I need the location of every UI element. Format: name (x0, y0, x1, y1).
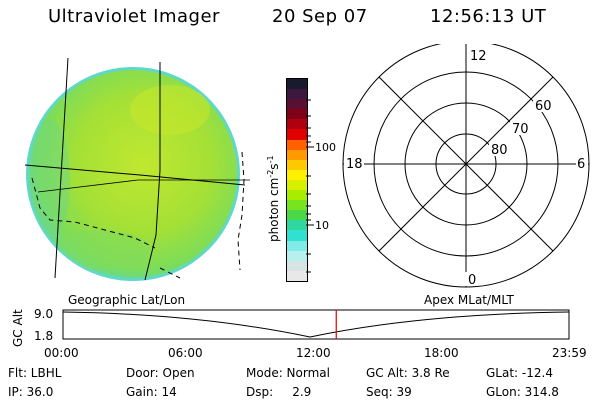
timeline-right-title: Apex MLat/MLT (424, 293, 514, 307)
timeline-xtick-0600: 06:00 (168, 346, 203, 360)
unit-label-exp1: -2 (266, 170, 275, 178)
uv-image-panel (24, 57, 250, 281)
info-mode: Mode: Normal (246, 366, 330, 380)
coastline (31, 151, 245, 279)
info-dsp: Dsp: 2.9 (246, 385, 312, 399)
polar-label-80: 80 (491, 143, 508, 158)
disk-texture (30, 85, 210, 270)
polar-diag-2 (378, 76, 554, 252)
timeline-xtick-2359: 23:59 (552, 346, 587, 360)
colorbar-swatch (287, 230, 307, 241)
colorbar-swatch (287, 240, 307, 251)
colorbar-tick-10: 10 (315, 219, 329, 232)
altitude-curve (62, 311, 570, 338)
instrument-title: Ultraviolet Imager (48, 6, 220, 27)
colorbar-tick-100: 100 (315, 141, 336, 154)
info-seq: Seq: 39 (366, 385, 412, 399)
timeline-ytick-1-8: 1.8 (34, 329, 53, 343)
colorbar-swatch (287, 89, 307, 100)
colorbar-swatch (287, 220, 307, 231)
polar-label-60: 60 (535, 99, 552, 114)
polar-label-12: 12 (470, 49, 487, 64)
info-glat: GLat: -12.4 (486, 366, 553, 380)
time-label: 12:56:13 UT (430, 6, 547, 27)
colorbar-swatch (287, 200, 307, 211)
polar-label-6: 6 (577, 157, 585, 172)
colorbar-ticks: 100 10 (306, 99, 336, 273)
unit-label-exp2: -1 (266, 155, 275, 163)
colorbar-swatch (287, 129, 307, 140)
info-gain: Gain: 14 (126, 385, 177, 399)
colorbar-swatch (287, 159, 307, 170)
lat-lon-grid (24, 57, 250, 281)
colorbar (286, 78, 308, 282)
colorbar-swatch (287, 149, 307, 160)
info-filter: Flt: LBHL (8, 366, 62, 380)
colorbar-swatch (287, 79, 307, 90)
colorbar-swatch (287, 139, 307, 150)
timeline-xtick-0000: 00:00 (44, 346, 79, 360)
timeline-xtick-1200: 12:00 (296, 346, 331, 360)
timeline-xtick-1800: 18:00 (424, 346, 459, 360)
colorbar-swatch (287, 119, 307, 130)
colorbar-swatch (287, 250, 307, 261)
colorbar-swatch (287, 99, 307, 110)
colorbar-unit-label: photon cm-2s-1 (266, 155, 281, 242)
timeline-frame (62, 309, 570, 340)
svg-text:photon cm-2s-1: photon cm-2s-1 (266, 155, 281, 242)
info-gc-alt: GC Alt: 3.8 Re (366, 366, 450, 380)
polar-plot: 12 0 18 6 60 70 80 (342, 44, 590, 288)
colorbar-swatch (287, 270, 307, 281)
timeline-left-title: Geographic Lat/Lon (68, 293, 186, 307)
colorbar-swatch (287, 190, 307, 201)
colorbar-swatch (287, 179, 307, 191)
unit-label-photon: photon cm (267, 178, 281, 242)
info-glon: GLon: 314.8 (486, 385, 559, 399)
polar-label-70: 70 (512, 122, 529, 137)
info-ip: IP: 36.0 (8, 385, 54, 399)
unit-label-s: s (267, 163, 281, 169)
info-door: Door: Open (126, 366, 195, 380)
colorbar-swatch (287, 210, 307, 221)
colorbar-swatch (287, 169, 307, 180)
timeline-plot: GC Alt 9.0 1.8 (11, 307, 570, 347)
colorbar-swatch (287, 109, 307, 120)
timeline-axis-label: GC Alt (11, 309, 25, 347)
polar-label-0: 0 (468, 273, 476, 288)
timeline-ytick-9: 9.0 (34, 307, 53, 321)
colorbar-swatch (287, 260, 307, 271)
date-label: 20 Sep 07 (272, 6, 368, 27)
polar-label-18: 18 (346, 157, 363, 172)
